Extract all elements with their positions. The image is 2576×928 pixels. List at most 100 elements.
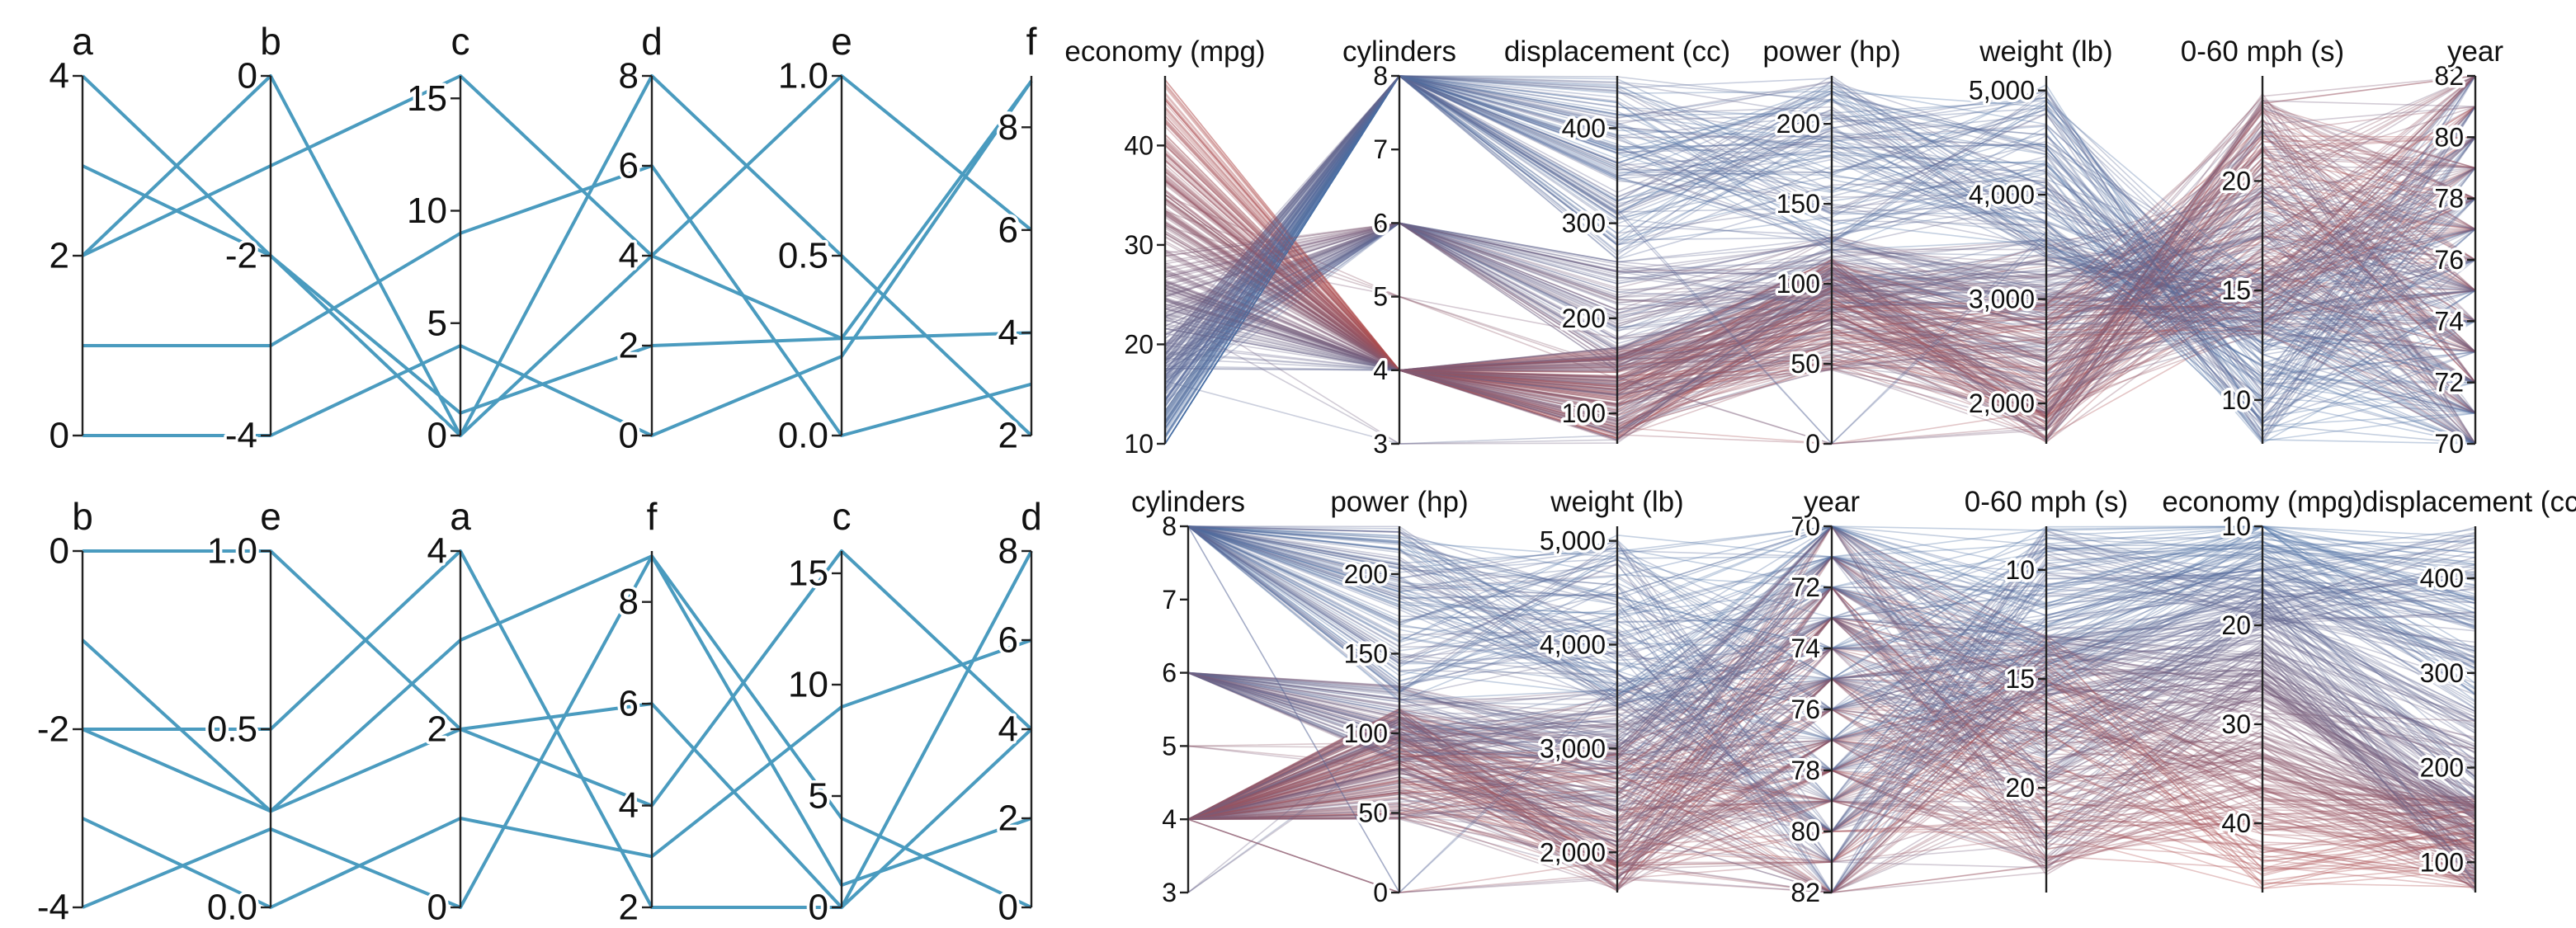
axis-title: d	[1021, 495, 1042, 538]
tick-label: 80	[2434, 122, 2464, 152]
tick-label: 82	[1790, 878, 1820, 907]
tick-label: 2	[619, 888, 639, 928]
axis-title: c	[451, 20, 470, 63]
tick-label: 4	[619, 785, 639, 826]
tick-label: 0.0	[778, 416, 828, 456]
tick-label: 200	[1562, 304, 1606, 333]
axis-0-60-mph-s: 10 15 20 0-60 mph (s)	[1961, 483, 2131, 893]
record-line	[81, 74, 1033, 437]
axis-title: e	[831, 20, 852, 63]
tick-label: 74	[2434, 306, 2464, 336]
record-line	[82, 638, 1032, 909]
tick-label: 80	[1790, 817, 1820, 846]
tick-label: 10	[2005, 555, 2035, 585]
axis-f: 2 4 6 8 f	[616, 492, 660, 928]
tick-label: 6	[619, 684, 639, 724]
tick-label: 6	[1373, 208, 1388, 238]
axis-title: e	[260, 495, 281, 538]
tick-label: 5,000	[1969, 76, 2035, 106]
tick-label: 2	[427, 709, 447, 750]
tick-label: 20	[2005, 773, 2035, 803]
record-line	[83, 80, 1033, 437]
tick-label: 10	[788, 665, 828, 705]
tick-label: 6	[998, 210, 1018, 250]
tick-label: 15	[407, 78, 447, 119]
tick-label: 30	[1124, 230, 1154, 260]
axis-b: -4 -2 0b	[34, 492, 96, 928]
axis-e: 0.0 0.5 1.0e	[204, 492, 284, 928]
tick-label: 74	[1790, 634, 1820, 663]
axis-f: 2 4 6 8 f	[995, 17, 1040, 459]
tick-label: 10	[1124, 429, 1154, 459]
record-line	[82, 74, 1032, 341]
tick-label: 50	[1790, 349, 1820, 379]
axis-title: cylinders	[1131, 486, 1245, 518]
tick-label: 0	[427, 888, 447, 928]
tick-label: 150	[1344, 638, 1388, 668]
tick-label: 78	[1790, 756, 1820, 785]
tick-label: 8	[1162, 511, 1177, 541]
tick-label: 0	[427, 416, 447, 456]
tick-label: 20	[2221, 610, 2251, 640]
record-line	[82, 554, 1032, 887]
tick-label: 1.0	[207, 531, 257, 572]
tick-label: 0.5	[778, 236, 828, 276]
axis-displacement-cc: 100 200 300 400 displacement (cc)	[2359, 483, 2576, 893]
tick-label: 300	[1562, 209, 1606, 238]
tick-label: 300	[2420, 658, 2464, 688]
tick-label: 0	[1373, 878, 1388, 907]
tick-label: 10	[2221, 511, 2251, 541]
axis-weight-lb: 2,000 3,000 4,000 5,000 weight (lb)	[1965, 33, 2116, 444]
tick-label: 8	[998, 107, 1018, 148]
chart-1-lines	[81, 74, 1033, 437]
tick-label: 15	[2221, 276, 2251, 305]
chart-2-lines	[1164, 74, 2476, 445]
tick-label: 0.0	[207, 888, 257, 928]
tick-label: 1.0	[778, 56, 828, 97]
tick-label: 6	[619, 146, 639, 186]
tick-label: 0	[50, 416, 69, 456]
tick-label: 0	[50, 531, 69, 572]
axis-title: displacement (cc)	[2362, 486, 2576, 518]
axis-e: 0.0 0.5 1.0e	[775, 17, 855, 459]
tick-label: 4	[427, 531, 447, 572]
tick-label: 20	[2221, 166, 2251, 195]
tick-label: -4	[225, 416, 257, 456]
tick-label: 5	[1162, 731, 1177, 761]
tick-label: 200	[1776, 109, 1820, 139]
axis-title: a	[72, 20, 93, 63]
tick-label: 4	[998, 313, 1018, 353]
tick-label: 2	[619, 326, 639, 366]
tick-label: 3	[1162, 878, 1177, 907]
tick-label: 3	[1373, 429, 1388, 459]
tick-label: 76	[1790, 695, 1820, 724]
axis-title: b	[72, 495, 93, 538]
tick-label: 0.5	[207, 709, 257, 750]
tick-label: 5	[809, 776, 828, 817]
tick-label: 0	[998, 888, 1018, 928]
tick-label: 200	[2420, 753, 2464, 783]
tick-label: 3,000	[1969, 285, 2035, 314]
tick-label: 4,000	[1540, 630, 1606, 660]
axis-0-60-mph-s: 10 15 20 0-60 mph (s)	[2177, 33, 2347, 444]
tick-label: 400	[2420, 563, 2464, 593]
axis-title: economy (mpg)	[1064, 35, 1265, 68]
tick-label: 4,000	[1969, 180, 2035, 210]
tick-label: 6	[998, 620, 1018, 661]
tick-label: -4	[37, 888, 69, 928]
tick-label: 10	[2221, 385, 2251, 415]
axis-weight-lb: 2,000 3,000 4,000 5,000 weight (lb)	[1536, 483, 1687, 893]
tick-label: 30	[2221, 709, 2251, 739]
chart-3-lines	[81, 549, 1033, 909]
axis-title: year	[1804, 486, 1860, 518]
tick-label: 2	[50, 236, 69, 276]
tick-label: 50	[1358, 798, 1388, 827]
tick-label: 0	[238, 56, 257, 97]
